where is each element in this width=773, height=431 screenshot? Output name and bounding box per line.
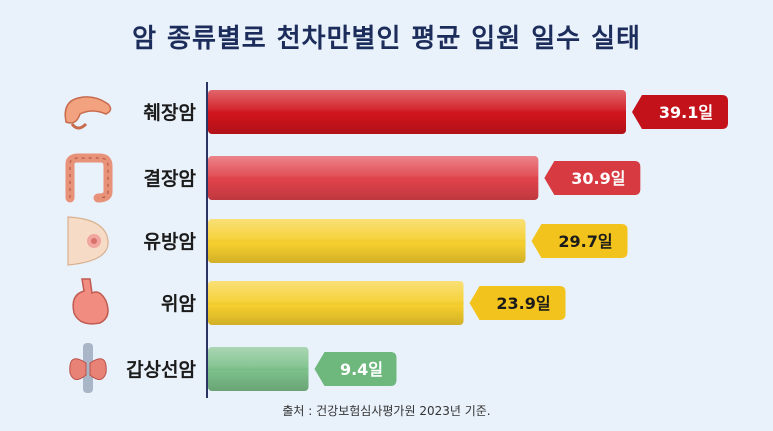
category-label-1: 췌장암: [144, 102, 197, 124]
value-badge-5: [314, 352, 397, 386]
source-note: 출처 : 건강보험심사평가원 2023년 기준.: [282, 404, 491, 418]
value-label-3: 29.7일: [558, 232, 612, 251]
pancreas-icon: [64, 96, 112, 130]
value-badge-1: [632, 95, 728, 129]
category-label-3: 유방암: [144, 231, 197, 253]
colon-icon: [65, 153, 113, 203]
value-label-5: 9.4일: [340, 360, 383, 379]
category-label-5: 갑상선암: [126, 359, 196, 381]
stomach-icon: [72, 278, 109, 325]
value-badge-2: [544, 161, 641, 195]
value-badge-3: [531, 224, 628, 258]
category-label-2: 결장암: [144, 168, 197, 190]
category-label-4: 위암: [161, 293, 196, 315]
thyroid-icon: [69, 343, 107, 393]
value-label-2: 30.9일: [571, 169, 625, 188]
value-badge-4: [469, 286, 566, 320]
breast-icon: [67, 216, 109, 266]
chart-title: 암 종류별로 천차만별인 평균 입원 일수 실태: [132, 24, 641, 54]
value-label-4: 23.9일: [496, 294, 550, 313]
value-label-1: 39.1일: [659, 103, 713, 122]
